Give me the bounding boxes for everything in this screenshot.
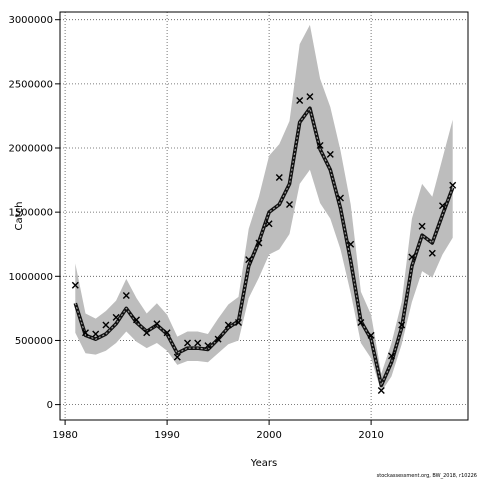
observed-point [265, 220, 273, 228]
observed-point [275, 174, 283, 182]
y-tick-label: 1500000 [8, 208, 53, 219]
estimate-line [74, 107, 454, 386]
x-axis-title: Years [250, 458, 277, 469]
observed-point [71, 281, 79, 289]
observed-point [408, 253, 416, 261]
confidence-band [75, 24, 453, 392]
y-tick-label: 3000000 [8, 15, 53, 26]
x-tick-label: 1980 [52, 430, 77, 441]
observed-point [357, 318, 365, 326]
observed-point [235, 318, 242, 326]
observed-point [122, 292, 130, 300]
plot-frame [59, 11, 469, 421]
observed-point [112, 313, 120, 321]
observed-point [449, 181, 457, 189]
observed-point [326, 150, 334, 158]
observed-point [204, 342, 212, 350]
observed-point [163, 329, 171, 337]
observed-point [194, 339, 202, 347]
observed-point [306, 93, 314, 101]
observed-point [224, 321, 232, 329]
observed-point [255, 239, 263, 247]
observed-point [347, 240, 355, 248]
y-tick-label: 1000000 [8, 272, 53, 283]
y-tick-label: 500000 [15, 336, 53, 347]
y-tick-label: 2000000 [8, 144, 53, 155]
observed-point [173, 353, 181, 361]
y-tick-label: 2500000 [8, 79, 53, 90]
observed-point [143, 329, 151, 337]
observed-point [245, 256, 253, 264]
observed-point [418, 222, 426, 230]
x-axis: 1980 1990 2000 2010 [52, 420, 384, 441]
observed-point [153, 320, 161, 328]
y-tick-label: 0 [47, 400, 53, 411]
x-tick-label: 2000 [256, 430, 281, 441]
observed-point [388, 352, 395, 360]
footer-credit: stockassessment.org, BW_2018, r10226 [376, 473, 477, 479]
observed-point [316, 141, 324, 149]
y-axis: 0 500000 1000000 1500000 2000000 2500000 30000… [8, 15, 60, 411]
observed-point [296, 97, 304, 105]
observed-point [133, 316, 140, 324]
observed-point [286, 200, 293, 208]
observed-point [214, 335, 222, 343]
observed-points [71, 93, 457, 394]
observed-point [82, 329, 89, 337]
observed-point [428, 249, 436, 257]
observed-point [377, 386, 385, 394]
x-tick-label: 2010 [358, 430, 383, 441]
observed-point [184, 339, 191, 347]
observed-point [102, 321, 110, 329]
observed-point [337, 194, 344, 202]
observed-point [92, 330, 100, 338]
observed-point [439, 202, 446, 210]
observed-point [398, 321, 406, 329]
x-tick-label: 1990 [154, 430, 179, 441]
observed-point [367, 331, 375, 339]
y-axis-title: Catch [14, 202, 25, 231]
